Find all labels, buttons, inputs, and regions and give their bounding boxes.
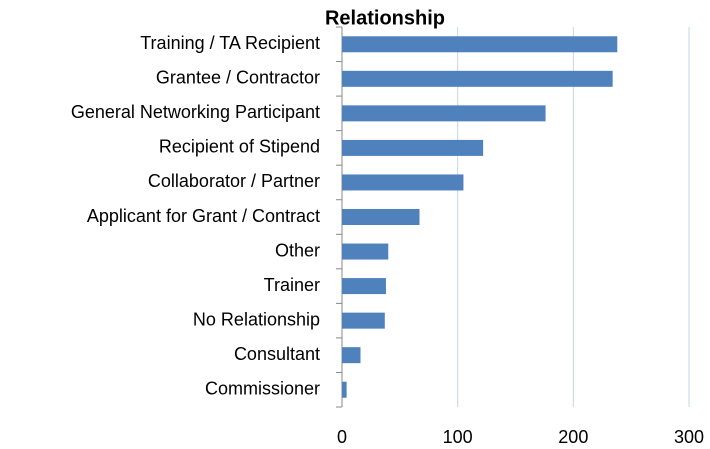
x-tick-label: 200: [558, 427, 588, 447]
x-tick-label: 0: [337, 427, 347, 447]
bar: [342, 381, 347, 398]
bar: [342, 347, 361, 364]
y-tick-label: Training / TA Recipient: [140, 33, 320, 53]
y-tick-label: Consultant: [234, 344, 320, 364]
bar: [342, 209, 420, 225]
bar: [342, 36, 618, 53]
bar: [342, 243, 389, 260]
y-tick-label: Grantee / Contractor: [156, 68, 320, 88]
y-tick-label: Other: [275, 240, 320, 260]
bar: [342, 278, 386, 295]
bar: [342, 70, 613, 87]
bar: [342, 312, 385, 329]
y-tick-label: No Relationship: [193, 309, 320, 329]
y-tick-label: Collaborator / Partner: [148, 171, 320, 191]
y-tick-label: General Networking Participant: [71, 102, 320, 122]
chart-title: Relationship: [325, 7, 445, 29]
bar: [342, 105, 546, 122]
y-tick-label: Applicant for Grant / Contract: [87, 206, 320, 226]
bar: [342, 174, 464, 191]
y-tick-label: Trainer: [264, 275, 320, 295]
x-tick-label: 300: [674, 427, 704, 447]
y-tick-label: Commissioner: [205, 378, 320, 398]
y-tick-label: Recipient of Stipend: [159, 137, 320, 157]
x-tick-label: 100: [443, 427, 473, 447]
bar: [342, 139, 484, 156]
